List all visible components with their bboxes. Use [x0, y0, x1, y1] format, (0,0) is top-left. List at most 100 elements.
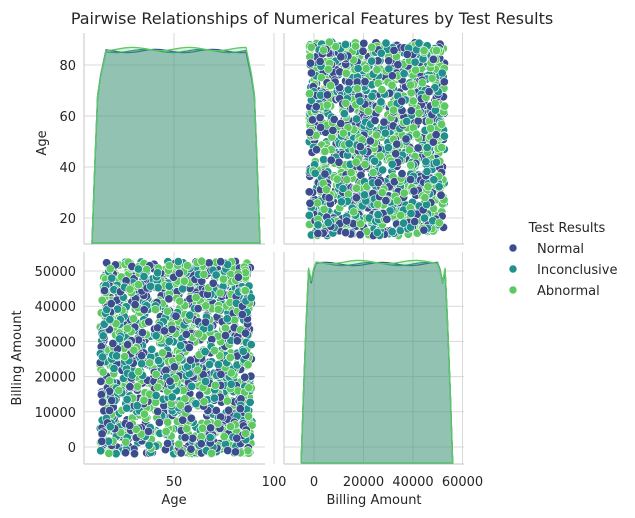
scatter-point-normal [181, 329, 191, 339]
scatter-point-normal [167, 324, 177, 334]
scatter-point-abnormal [98, 367, 108, 377]
scatter-point-abnormal [440, 101, 450, 111]
scatter-point-abnormal [201, 301, 211, 311]
scatter-point-normal [216, 369, 226, 379]
scatter-point-abnormal [351, 41, 361, 51]
scatter-point-normal [359, 38, 369, 48]
scatter-point-normal [139, 305, 149, 315]
scatter-point-abnormal [219, 274, 229, 284]
scatter-point-normal [137, 351, 147, 361]
legend-marker-inconclusive [508, 264, 518, 274]
scatter-point-abnormal [179, 276, 189, 286]
scatter-point-abnormal [427, 73, 437, 83]
scatter-point-inconclusive [245, 397, 255, 407]
kde-inconclusive [91, 48, 261, 244]
scatter-point-normal [180, 433, 190, 443]
scatter-point-abnormal [322, 100, 332, 110]
tick-label-x-billing: 60000 [442, 475, 483, 490]
scatter-point-inconclusive [238, 346, 248, 356]
scatter-point-normal [424, 87, 434, 97]
scatter-point-abnormal [105, 376, 115, 386]
scatter-point-normal [391, 149, 401, 159]
scatter-point-normal [419, 225, 429, 235]
panel-age-age [83, 33, 275, 245]
scatter-point-normal [431, 130, 441, 140]
scatter-point-inconclusive [319, 155, 329, 165]
scatter-point-normal [240, 372, 250, 382]
legend-title: Test Results [528, 221, 606, 236]
scatter-point-normal [163, 438, 173, 448]
scatter-point-inconclusive [205, 433, 215, 443]
scatter-point-abnormal [219, 432, 229, 442]
scatter-point-inconclusive [246, 340, 256, 350]
scatter-point-normal [324, 193, 334, 203]
scatter-point-inconclusive [107, 273, 117, 283]
scatter-point-inconclusive [191, 399, 201, 409]
scatter-point-normal [389, 45, 399, 55]
scatter-point-abnormal [320, 147, 330, 157]
scatter-point-normal [186, 413, 196, 423]
scatter-point-inconclusive [373, 210, 383, 220]
scatter-point-normal [402, 49, 412, 59]
scatter-point-normal [401, 134, 411, 144]
scatter-point-abnormal [414, 108, 424, 118]
svg-text:Billing Amount: Billing Amount [10, 310, 25, 405]
scatter-point-normal [397, 96, 407, 106]
scatter-point-inconclusive [109, 363, 119, 373]
scatter-point-abnormal [132, 381, 142, 391]
scatter-point-abnormal [207, 448, 217, 458]
scatter-point-abnormal [104, 448, 114, 458]
scatter-point-normal [320, 169, 330, 179]
scatter-point-abnormal [241, 428, 251, 438]
scatter-point-normal [436, 190, 446, 200]
scatter-point-inconclusive [153, 283, 163, 293]
scatter-point-normal [193, 304, 203, 314]
scatter-point-abnormal [213, 418, 223, 428]
scatter-point-abnormal [230, 315, 240, 325]
scatter-point-abnormal [243, 360, 253, 370]
scatter-point-abnormal [123, 323, 133, 333]
scatter-point-abnormal [377, 85, 387, 95]
scatter-point-normal [169, 362, 179, 372]
scatter-point-inconclusive [151, 331, 161, 341]
scatter-point-abnormal [363, 106, 373, 116]
scatter-point-abnormal [176, 400, 186, 410]
scatter-point-abnormal [355, 219, 365, 229]
tick-label-y-billing: 20000 [35, 371, 76, 386]
scatter-point-normal [188, 433, 198, 443]
scatter-point-abnormal [129, 314, 139, 324]
scatter-point-abnormal [419, 46, 429, 56]
scatter-point-abnormal [346, 168, 356, 178]
scatter-point-inconclusive [399, 218, 409, 228]
scatter-point-normal [336, 52, 346, 62]
scatter-point-normal [410, 217, 420, 227]
legend: Test Results Normal Inconclusive Abnormal [508, 221, 618, 299]
scatter-point-abnormal [396, 210, 406, 220]
scatter-point-inconclusive [431, 157, 441, 167]
scatter-point-normal [153, 406, 163, 416]
scatter-point-abnormal [388, 105, 398, 115]
scatter-point-abnormal [305, 89, 315, 99]
scatter-point-inconclusive [439, 131, 449, 141]
x-axis-label-billing: Billing Amount [326, 493, 421, 508]
legend-label-normal: Normal [537, 242, 584, 257]
scatter-point-abnormal [97, 295, 107, 305]
scatter-point-normal [428, 54, 438, 64]
scatter-point-inconclusive [310, 168, 320, 178]
scatter-point-normal [165, 376, 175, 386]
scatter-point-inconclusive [137, 359, 147, 369]
scatter-point-inconclusive [340, 39, 350, 49]
scatter-point-inconclusive [164, 336, 174, 346]
scatter-point-inconclusive [370, 156, 380, 166]
scatter-point-abnormal [412, 129, 422, 139]
scatter-point-normal [406, 106, 416, 116]
scatter-point-normal [184, 342, 194, 352]
scatter-point-normal [342, 216, 352, 226]
chart-title: Pairwise Relationships of Numerical Feat… [71, 9, 553, 28]
scatter-point-normal [159, 326, 169, 336]
scatter-point-abnormal [114, 385, 124, 395]
scatter-point-abnormal [430, 98, 440, 108]
scatter-point-normal [316, 122, 326, 132]
scatter-point-normal [106, 299, 116, 309]
scatter-point-abnormal [210, 345, 220, 355]
